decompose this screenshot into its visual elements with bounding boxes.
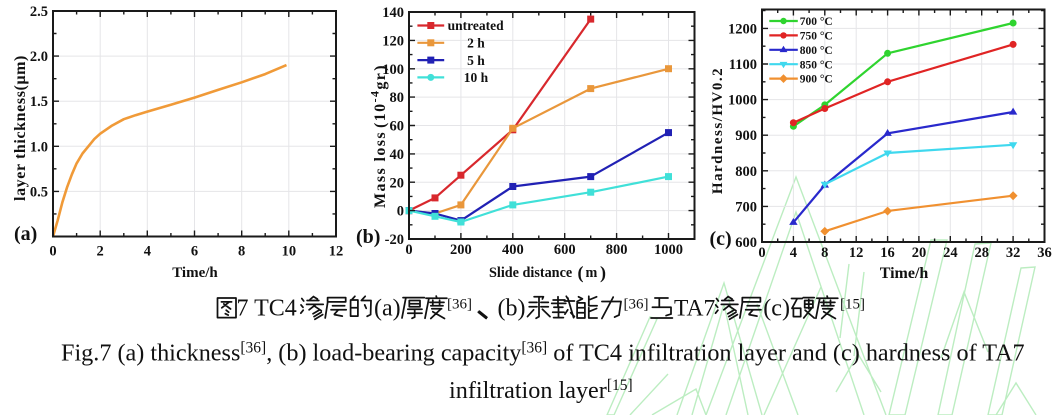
svg-text:7 TC4: 7 TC4 bbox=[237, 296, 297, 322]
svg-text:4: 4 bbox=[144, 244, 151, 260]
svg-text:1.5: 1.5 bbox=[30, 94, 48, 110]
svg-text:0: 0 bbox=[758, 245, 765, 261]
svg-text:(: ( bbox=[578, 263, 584, 284]
svg-text:800 °C: 800 °C bbox=[800, 45, 833, 57]
svg-text:700: 700 bbox=[735, 199, 757, 215]
svg-text:m: m bbox=[586, 265, 598, 281]
svg-text:32: 32 bbox=[1006, 245, 1021, 261]
svg-text:1.0: 1.0 bbox=[30, 139, 48, 155]
svg-text:200: 200 bbox=[450, 242, 472, 258]
svg-text:10: 10 bbox=[282, 244, 297, 260]
svg-text:(a): (a) bbox=[14, 223, 37, 245]
svg-text:0: 0 bbox=[405, 242, 412, 258]
svg-text:Fig.7 (a) thickness[36], (b) l: Fig.7 (a) thickness[36], (b) load-bearin… bbox=[61, 340, 1025, 367]
svg-text:2.5: 2.5 bbox=[30, 4, 48, 20]
svg-text:12: 12 bbox=[849, 245, 864, 261]
svg-text:12: 12 bbox=[329, 244, 344, 260]
svg-text:Hardness/HV0.2: Hardness/HV0.2 bbox=[710, 67, 726, 194]
svg-text:Slide distance: Slide distance bbox=[489, 265, 572, 281]
svg-text:0.5: 0.5 bbox=[30, 184, 48, 200]
svg-text:900: 900 bbox=[735, 128, 757, 144]
svg-text:1200: 1200 bbox=[728, 21, 757, 37]
svg-text:850 °C: 850 °C bbox=[800, 59, 833, 71]
svg-text:[15]: [15] bbox=[840, 297, 865, 313]
svg-text:2.0: 2.0 bbox=[30, 49, 48, 65]
svg-text:10 h: 10 h bbox=[464, 70, 489, 85]
svg-text:1000: 1000 bbox=[654, 242, 683, 258]
svg-text:60: 60 bbox=[390, 119, 405, 135]
svg-text:600: 600 bbox=[735, 235, 757, 251]
svg-text:900 °C: 900 °C bbox=[800, 74, 833, 86]
svg-text:): ) bbox=[600, 263, 606, 284]
svg-text:[36]: [36] bbox=[624, 297, 649, 313]
svg-text:20: 20 bbox=[390, 175, 405, 191]
svg-text:8: 8 bbox=[238, 244, 245, 260]
svg-text:120: 120 bbox=[382, 33, 404, 49]
svg-text:untreated: untreated bbox=[448, 18, 504, 33]
svg-text:100: 100 bbox=[382, 62, 404, 78]
svg-text:800: 800 bbox=[735, 164, 757, 180]
svg-text:400: 400 bbox=[502, 242, 524, 258]
svg-text:(b): (b) bbox=[356, 226, 380, 248]
svg-text:2: 2 bbox=[97, 244, 104, 260]
svg-text:36: 36 bbox=[1037, 245, 1052, 261]
svg-text:600: 600 bbox=[554, 242, 576, 258]
svg-text:16: 16 bbox=[880, 245, 895, 261]
svg-text:infiltration layer[15]: infiltration layer[15] bbox=[449, 377, 633, 404]
svg-text:(a): (a) bbox=[374, 296, 401, 322]
svg-text:8: 8 bbox=[821, 245, 828, 261]
svg-text:700 °C: 700 °C bbox=[800, 16, 833, 28]
svg-text:layer thickness(μm): layer thickness(μm) bbox=[12, 55, 29, 201]
svg-text:[36]: [36] bbox=[447, 297, 472, 313]
svg-text:0: 0 bbox=[49, 244, 56, 260]
svg-text:(b): (b) bbox=[498, 296, 526, 322]
svg-text:4: 4 bbox=[790, 245, 797, 261]
svg-text:750 °C: 750 °C bbox=[800, 31, 833, 43]
svg-text:80: 80 bbox=[390, 90, 405, 106]
svg-text:TA7: TA7 bbox=[674, 296, 715, 322]
svg-text:-20: -20 bbox=[385, 232, 404, 248]
svg-text:5 h: 5 h bbox=[467, 53, 485, 68]
svg-text:1000: 1000 bbox=[728, 93, 757, 109]
svg-text:0: 0 bbox=[397, 204, 404, 220]
svg-text:800: 800 bbox=[606, 242, 628, 258]
svg-text:40: 40 bbox=[390, 147, 405, 163]
svg-text:(c): (c) bbox=[710, 228, 732, 250]
svg-text:140: 140 bbox=[382, 5, 404, 21]
svg-text:(c): (c) bbox=[763, 296, 790, 322]
svg-text:Time/h: Time/h bbox=[880, 265, 929, 282]
svg-text:28: 28 bbox=[974, 245, 989, 261]
svg-text:24: 24 bbox=[943, 245, 958, 261]
svg-text:1100: 1100 bbox=[729, 57, 757, 73]
svg-text:2 h: 2 h bbox=[467, 36, 485, 51]
svg-text:Time/h: Time/h bbox=[172, 265, 218, 281]
svg-text:6: 6 bbox=[191, 244, 198, 260]
svg-text:20: 20 bbox=[912, 245, 927, 261]
